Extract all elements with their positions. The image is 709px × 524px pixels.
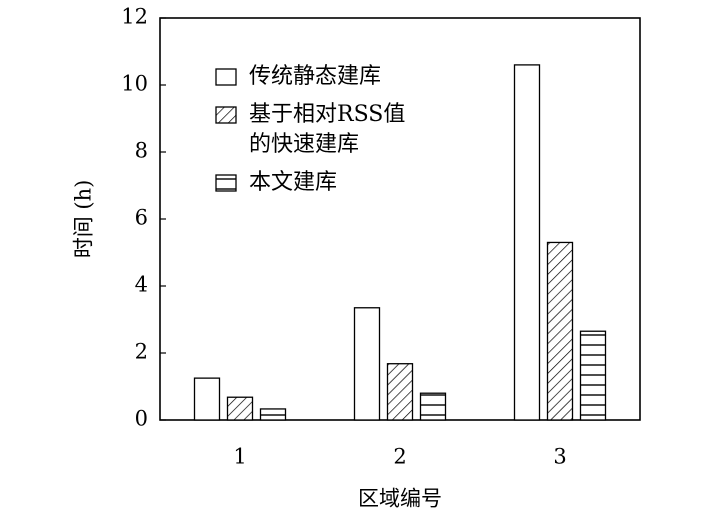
x-tick-label: 2 — [393, 445, 406, 469]
bar — [386, 363, 414, 421]
y-tick-label: 0 — [135, 407, 148, 431]
bar — [546, 241, 574, 421]
y-tick-label: 2 — [135, 340, 148, 364]
legend-swatch-box — [215, 174, 237, 192]
legend-entry: 传统静态建库 — [215, 62, 405, 92]
legend-swatch — [215, 68, 237, 86]
x-axis-label: 区域编号 — [358, 487, 442, 511]
bar — [579, 330, 607, 421]
y-tick-label: 4 — [135, 273, 148, 297]
legend-entry: 本文建库 — [215, 168, 405, 198]
bar — [513, 64, 541, 421]
bar — [259, 408, 287, 421]
bar — [353, 307, 381, 421]
legend-swatch-box — [215, 106, 237, 124]
y-tick-label: 6 — [135, 206, 148, 230]
x-tick-label: 3 — [553, 445, 566, 469]
bar — [193, 377, 221, 421]
bar — [226, 396, 254, 421]
legend-label: 传统静态建库 — [249, 64, 382, 89]
legend-swatch-box — [215, 68, 237, 86]
y-tick-label: 12 — [121, 5, 148, 29]
bar — [419, 392, 447, 421]
legend: 传统静态建库基于相对RSS值 的快速建库本文建库 — [215, 62, 405, 198]
legend-swatch — [215, 106, 237, 124]
legend-label: 本文建库 — [249, 170, 338, 195]
legend-swatch — [215, 174, 237, 192]
x-tick-label: 1 — [233, 445, 246, 469]
legend-label: 基于相对RSS值 的快速建库 — [249, 102, 406, 157]
y-tick-label: 8 — [135, 139, 148, 163]
y-tick-label: 10 — [121, 72, 148, 96]
legend-entry: 基于相对RSS值 的快速建库 — [215, 100, 405, 160]
y-axis-label: 时间 (h) — [72, 180, 96, 259]
